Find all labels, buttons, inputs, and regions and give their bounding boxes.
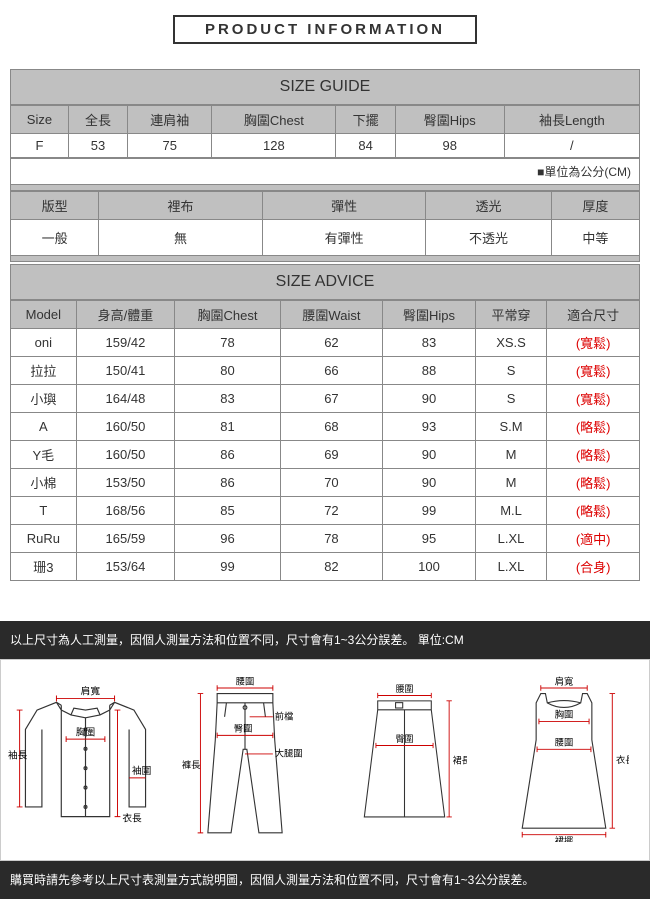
table-row: 珊3153/649982100L.XL(合身) bbox=[11, 553, 640, 581]
svg-text:腰圍: 腰圍 bbox=[236, 676, 255, 686]
table-row: Y毛160/50866990M(略鬆) bbox=[11, 441, 640, 469]
svg-text:腰圍: 腰圍 bbox=[396, 684, 414, 694]
svg-text:袖圍: 袖圍 bbox=[132, 764, 151, 777]
table-header: 連肩袖 bbox=[128, 106, 212, 134]
fit-cell: (略鬆) bbox=[547, 441, 640, 469]
table-row: A160/50816893S.M(略鬆) bbox=[11, 413, 640, 441]
table-header: 臀圍Hips bbox=[383, 301, 476, 329]
svg-text:衣長: 衣長 bbox=[123, 812, 143, 825]
table-header: 透光 bbox=[426, 192, 551, 220]
fit-cell: (寬鬆) bbox=[547, 385, 640, 413]
table-row: oni159/42786283XS.S(寬鬆) bbox=[11, 329, 640, 357]
table-header: 袖長Length bbox=[504, 106, 639, 134]
table-header: Model bbox=[11, 301, 77, 329]
table-header: 裡布 bbox=[99, 192, 263, 220]
fit-cell: (合身) bbox=[547, 553, 640, 581]
svg-text:臀圍: 臀圍 bbox=[234, 724, 253, 734]
attributes-table: 版型裡布彈性透光厚度 一般無有彈性不透光中等 bbox=[10, 191, 640, 256]
table-header: 全長 bbox=[68, 106, 127, 134]
svg-text:胸圍: 胸圍 bbox=[555, 709, 574, 720]
diagram-shirt: 肩寬 胸圍 袖長 袖圍 衣長 bbox=[6, 681, 166, 839]
svg-text:裙長: 裙長 bbox=[453, 754, 467, 765]
diagram-dress: 肩寬 胸圍 腰圍 衣長 裙擺 bbox=[485, 675, 645, 845]
diagram-area: 肩寬 胸圍 袖長 袖圍 衣長 bbox=[0, 659, 650, 861]
diagram-section: 以上尺寸為人工測量，因個人測量方法和位置不同，尺寸會有1~3公分誤差。 單位:C… bbox=[0, 621, 650, 899]
table-row: T168/56857299M.L(略鬆) bbox=[11, 497, 640, 525]
size-advice-header: SIZE ADVICE bbox=[10, 264, 640, 300]
table-row: RuRu165/59967895L.XL(適中) bbox=[11, 525, 640, 553]
fit-cell: (寬鬆) bbox=[547, 357, 640, 385]
svg-text:裙擺: 裙擺 bbox=[555, 835, 574, 842]
page-title: PRODUCT INFORMATION bbox=[173, 15, 477, 44]
fit-cell: (略鬆) bbox=[547, 497, 640, 525]
fit-cell: (適中) bbox=[547, 525, 640, 553]
table-row: 小璵164/48836790S(寬鬆) bbox=[11, 385, 640, 413]
svg-text:袖長: 袖長 bbox=[8, 749, 28, 762]
svg-text:腰圍: 腰圍 bbox=[555, 738, 574, 748]
svg-text:胸圍: 胸圍 bbox=[76, 725, 95, 738]
table-header: 臀圍Hips bbox=[395, 106, 504, 134]
diagram-skirt: 腰圍 臀圍 裙長 bbox=[325, 683, 485, 838]
svg-text:大腿圍: 大腿圍 bbox=[275, 748, 303, 759]
diagram-bottom-note: 購買時請先參考以上尺寸表測量方式說明圖，因個人測量方法和位置不同，尺寸會有1~3… bbox=[0, 861, 650, 899]
diagram-top-note: 以上尺寸為人工測量，因個人測量方法和位置不同，尺寸會有1~3公分誤差。 單位:C… bbox=[0, 621, 650, 659]
svg-text:褲長: 褲長 bbox=[182, 759, 201, 770]
svg-text:前檔: 前檔 bbox=[275, 711, 294, 722]
size-guide-table: Size全長連肩袖胸圍Chest下擺臀圍Hips袖長Length F537512… bbox=[10, 105, 640, 158]
table-row: 小棉153/50867090M(略鬆) bbox=[11, 469, 640, 497]
table-header: 身高/體重 bbox=[76, 301, 175, 329]
size-guide-header: SIZE GUIDE bbox=[10, 69, 640, 105]
table-header: 平常穿 bbox=[475, 301, 547, 329]
table-row: F53751288498/ bbox=[11, 134, 640, 158]
table-header: 厚度 bbox=[551, 192, 639, 220]
table-header: 版型 bbox=[11, 192, 99, 220]
unit-note-table: ■單位為公分(CM) bbox=[10, 158, 640, 185]
table-row: 拉拉150/41806688S(寬鬆) bbox=[11, 357, 640, 385]
svg-text:衣長: 衣長 bbox=[616, 754, 629, 765]
diagram-pants: 腰圍 前檔 臀圍 大腿圍 褲長 bbox=[166, 675, 326, 845]
unit-note: ■單位為公分(CM) bbox=[11, 159, 640, 185]
table-header: 胸圍Chest bbox=[175, 301, 281, 329]
svg-text:肩寬: 肩寬 bbox=[555, 675, 574, 686]
table-header: 腰圍Waist bbox=[280, 301, 382, 329]
fit-cell: (略鬆) bbox=[547, 413, 640, 441]
table-header: 彈性 bbox=[262, 192, 426, 220]
table-header: 下擺 bbox=[336, 106, 395, 134]
spacer bbox=[10, 256, 640, 262]
table-header: 胸圍Chest bbox=[212, 106, 336, 134]
fit-cell: (略鬆) bbox=[547, 469, 640, 497]
svg-text:臀圍: 臀圍 bbox=[396, 734, 414, 744]
svg-text:肩寬: 肩寬 bbox=[81, 685, 101, 698]
table-header: 適合尺寸 bbox=[547, 301, 640, 329]
size-advice-table: Model身高/體重胸圍Chest腰圍Waist臀圍Hips平常穿適合尺寸 on… bbox=[10, 300, 640, 581]
fit-cell: (寬鬆) bbox=[547, 329, 640, 357]
table-row: 一般無有彈性不透光中等 bbox=[11, 220, 640, 256]
table-header: Size bbox=[11, 106, 69, 134]
